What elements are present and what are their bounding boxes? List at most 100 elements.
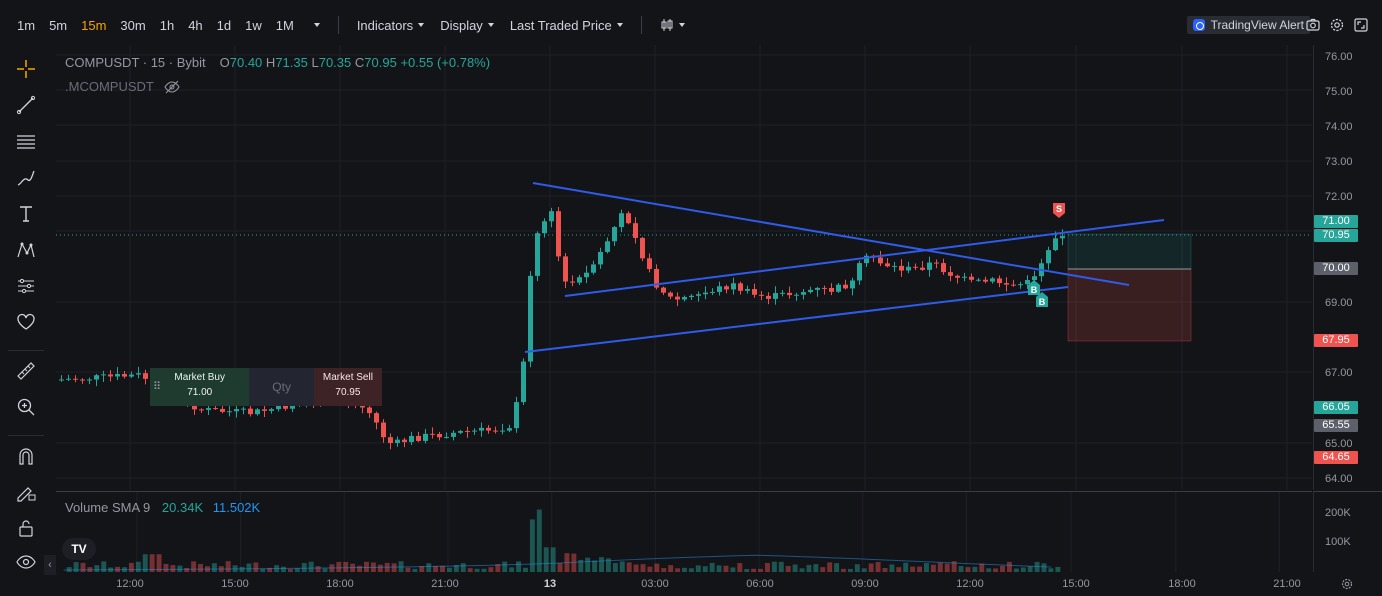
- chart-type-button[interactable]: [652, 18, 693, 32]
- volume-bar: [882, 568, 888, 572]
- price-tick: 64.00: [1325, 473, 1353, 485]
- volume-tick: 200K: [1325, 507, 1351, 519]
- camera-icon[interactable]: [1305, 17, 1321, 33]
- volume-tick: 100K: [1325, 536, 1351, 548]
- price-axis[interactable]: 76.00 75.00 74.00 73.00 72.00 69.00 67.0…: [1313, 45, 1382, 490]
- candle-body: [941, 263, 946, 273]
- candle-body: [374, 413, 379, 423]
- volume-axis[interactable]: 200K 100K: [1313, 491, 1382, 572]
- channel-lower-line[interactable]: [524, 286, 1069, 353]
- candle-body: [269, 409, 274, 411]
- channel-upper-line[interactable]: [564, 219, 1165, 297]
- volume-bar: [702, 566, 708, 572]
- volume-bar: [944, 563, 950, 572]
- volume-bar: [585, 557, 591, 572]
- volume-bar: [965, 567, 971, 572]
- tradingview-alert-button[interactable]: TradingView Alert: [1186, 16, 1310, 34]
- timeframe-1M[interactable]: 1M: [275, 17, 294, 33]
- secondary-symbol[interactable]: .MCOMPUSDT: [65, 79, 154, 94]
- candle-body: [836, 284, 841, 292]
- price-tick: 76.00: [1325, 51, 1353, 63]
- axis-settings-icon[interactable]: [1340, 577, 1354, 591]
- volume-bar: [986, 568, 992, 572]
- time-tick: 15:00: [221, 578, 249, 590]
- volume-bar: [847, 568, 853, 572]
- volume-bar: [1013, 568, 1019, 572]
- market-sell-button[interactable]: Market Sell 70.95: [313, 368, 382, 406]
- price-type-button[interactable]: Last Traded Price: [502, 18, 631, 33]
- text-tool[interactable]: [12, 200, 40, 228]
- volume-bar: [682, 567, 687, 572]
- volume-bar: [474, 568, 480, 572]
- volume-bar: [958, 566, 964, 572]
- price-chart[interactable]: S B B: [56, 45, 1312, 490]
- fullscreen-icon[interactable]: [1353, 17, 1369, 33]
- price-badge-mid: 65.55: [1314, 419, 1358, 432]
- more-timeframes-button[interactable]: [301, 23, 328, 27]
- pattern-tool[interactable]: [12, 236, 40, 264]
- candle-body: [738, 283, 743, 291]
- timeframe-1m[interactable]: 1m: [17, 17, 36, 33]
- volume-bar: [198, 563, 204, 572]
- brush-tool[interactable]: [12, 164, 40, 192]
- open-label: O: [219, 55, 230, 70]
- lock-drawing-tool[interactable]: [12, 478, 40, 506]
- gear-icon[interactable]: [1329, 17, 1345, 33]
- symbol-title[interactable]: COMPUSDT · 15 · Bybit: [65, 55, 206, 70]
- display-button[interactable]: Display: [432, 18, 502, 33]
- drag-handle-icon[interactable]: ⠿: [153, 381, 162, 393]
- volume-bar: [460, 563, 466, 572]
- lock-all-tool[interactable]: [12, 514, 40, 542]
- high-label: H: [265, 55, 276, 70]
- time-tick: 15:00: [1062, 578, 1090, 590]
- candle-body: [780, 292, 785, 294]
- volume-label[interactable]: Volume SMA 9: [65, 500, 151, 515]
- forecast-tool[interactable]: [12, 272, 40, 300]
- divider: [8, 350, 44, 351]
- measure-tool[interactable]: [12, 357, 40, 385]
- timeframe-4h[interactable]: 4h: [188, 17, 203, 33]
- timeframe-30m[interactable]: 30m: [120, 17, 146, 33]
- time-axis[interactable]: 12:00 15:00 18:00 21:00 13 03:00 06:00 0…: [56, 572, 1312, 596]
- upper-trend-line[interactable]: [532, 182, 1130, 286]
- hide-drawings-tool[interactable]: [12, 548, 40, 576]
- indicators-button[interactable]: Indicators: [349, 18, 432, 33]
- volume-bar: [675, 568, 681, 572]
- favorites-tool[interactable]: [12, 308, 40, 336]
- candle-body: [563, 256, 568, 282]
- ohlc-values: O70.40 H71.35 L70.35 C70.95 +0.55 (+0.78…: [220, 55, 490, 70]
- fib-tool[interactable]: [12, 128, 40, 156]
- volume-pane[interactable]: [56, 491, 1312, 572]
- volume-bar: [516, 561, 522, 572]
- timeframe-1d[interactable]: 1d: [216, 17, 232, 33]
- collapse-toolbar-button[interactable]: ‹: [44, 555, 56, 575]
- volume-bar: [225, 561, 231, 572]
- volume-bar: [523, 567, 528, 572]
- timeframe-15m[interactable]: 15m: [81, 17, 107, 33]
- timeframe-5m[interactable]: 5m: [49, 17, 68, 33]
- timeframe-1h[interactable]: 1h: [159, 17, 175, 33]
- volume-bar: [550, 547, 556, 572]
- volume-bar: [405, 567, 411, 572]
- magnet-tool[interactable]: [12, 442, 40, 470]
- volume-bar: [1041, 563, 1047, 572]
- tradingview-logo[interactable]: TV: [62, 538, 96, 560]
- crosshair-tool[interactable]: [12, 55, 40, 83]
- candle-body: [752, 289, 757, 295]
- zoom-tool[interactable]: [12, 393, 40, 421]
- volume-bar: [281, 566, 286, 572]
- qty-input[interactable]: Qty: [249, 368, 314, 406]
- eye-hidden-icon[interactable]: [164, 80, 180, 94]
- candle-body: [927, 262, 932, 270]
- candle-body: [619, 213, 624, 228]
- volume-bar: [730, 567, 736, 572]
- long-position-profit-zone[interactable]: [1067, 233, 1192, 270]
- trend-line-tool[interactable]: [12, 91, 40, 119]
- timeframe-1w[interactable]: 1w: [245, 17, 262, 33]
- candle-body: [969, 276, 974, 280]
- magnet-icon: [19, 448, 33, 465]
- candle-body: [59, 379, 64, 381]
- market-buy-button[interactable]: ⠿ Market Buy 71.00: [150, 368, 250, 406]
- candle-body: [402, 439, 407, 443]
- long-position-loss-zone[interactable]: [1067, 268, 1192, 342]
